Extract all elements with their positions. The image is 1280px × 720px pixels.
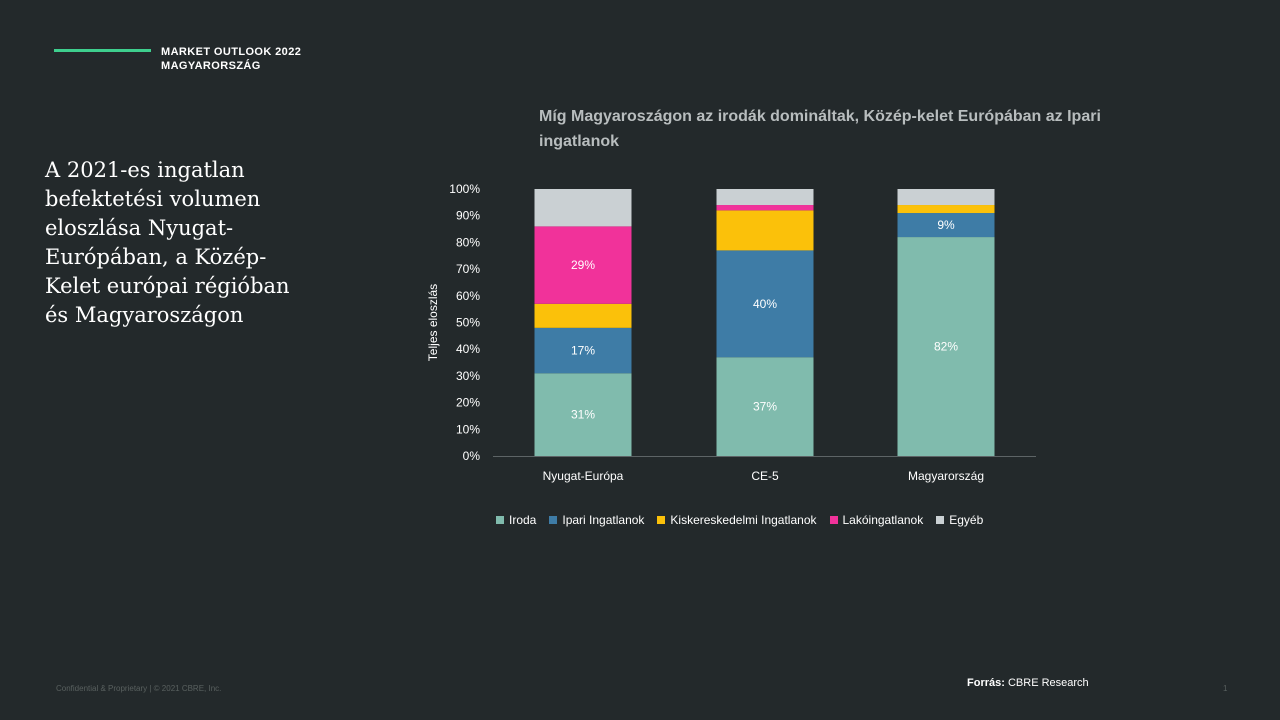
data-label: 17%: [571, 344, 595, 358]
y-tick-label: 80%: [456, 235, 480, 249]
y-tick-label: 0%: [463, 449, 481, 463]
legend-label: Kiskereskedelmi Ingatlanok: [670, 513, 817, 527]
y-axis-label: Teljes eloszlás: [426, 284, 440, 361]
bar-segment-kiskereskedelmi-ingatlanok: [534, 303, 632, 328]
legend-item: Ipari Ingatlanok: [549, 513, 644, 527]
report-header-line1: MARKET OUTLOOK 2022: [161, 46, 302, 58]
legend-label: Lakóingatlanok: [842, 513, 924, 527]
page-number: 1: [1223, 684, 1228, 693]
y-tick-label: 40%: [456, 342, 480, 356]
data-label: 37%: [753, 400, 777, 414]
legend-item: Lakóingatlanok: [829, 513, 924, 527]
y-tick-label: 60%: [456, 289, 480, 303]
chart-title: Míg Magyaroszágon az irodák domináltak, …: [539, 108, 1101, 150]
legend-label: Iroda: [509, 513, 537, 527]
y-tick-label: 70%: [456, 262, 480, 276]
bar-segment-kiskereskedelmi-ingatlanok: [716, 210, 814, 251]
page-title: A 2021-es ingatlan befektetési volumen e…: [45, 158, 290, 327]
bar-segment-ipari-ingatlanok: [716, 250, 814, 358]
legend-swatch: [496, 516, 504, 524]
legend-item: Iroda: [496, 513, 536, 527]
source-label: Forrás:: [967, 677, 1005, 689]
bar-segment-egyéb: [716, 189, 814, 206]
source-note: Forrás: CBRE Research: [967, 677, 1089, 689]
bar-segment-egyéb: [534, 189, 632, 227]
confidential-notice: Confidential & Proprietary | © 2021 CBRE…: [56, 684, 222, 693]
legend-item: Kiskereskedelmi Ingatlanok: [657, 513, 817, 527]
source-value: CBRE Research: [1007, 677, 1089, 689]
bar-segment-iroda: [897, 237, 995, 456]
bar-segment-lakóingatlanok: [716, 205, 814, 211]
data-label: 9%: [937, 218, 955, 232]
data-label: 82%: [934, 340, 958, 354]
y-tick-label: 100%: [449, 182, 480, 196]
bar-segment-iroda: [716, 357, 814, 456]
x-tick-label: CE-5: [751, 469, 779, 483]
bar-segment-ipari-ingatlanok: [534, 327, 632, 374]
bar-segment-lakóingatlanok: [534, 226, 632, 304]
data-label: 29%: [571, 258, 595, 272]
data-label: 31%: [571, 408, 595, 422]
legend-swatch: [829, 516, 838, 524]
chart-legend: Iroda Ipari Ingatlanok Kiskereskedelmi Ing…: [496, 513, 983, 527]
y-tick-label: 30%: [456, 369, 480, 383]
legend-swatch: [657, 516, 666, 524]
report-header: MARKET OUTLOOK 2022 MAGYARORSZÁG: [161, 45, 301, 73]
accent-line: [54, 49, 151, 52]
x-tick-label: Magyarország: [908, 469, 984, 483]
bar-segment-ipari-ingatlanok: [897, 213, 995, 238]
y-tick-label: 10%: [456, 422, 480, 436]
y-tick-label: 50%: [456, 316, 480, 330]
y-tick-label: 20%: [456, 396, 480, 410]
report-header-line2: MAGYARORSZÁG: [161, 60, 261, 72]
legend-swatch: [936, 516, 945, 524]
legend-swatch: [549, 516, 558, 524]
y-tick-label: 90%: [456, 209, 480, 223]
legend-label: Egyéb: [949, 513, 984, 527]
data-label: 40%: [753, 297, 777, 311]
bar-segment-egyéb: [897, 189, 995, 206]
legend-label: Ipari Ingatlanok: [562, 513, 645, 527]
bar-segment-iroda: [534, 373, 632, 456]
x-tick-label: Nyugat-Európa: [543, 469, 624, 483]
bar-segment-kiskereskedelmi-ingatlanok: [897, 205, 995, 214]
legend-item: Egyéb: [936, 513, 983, 527]
